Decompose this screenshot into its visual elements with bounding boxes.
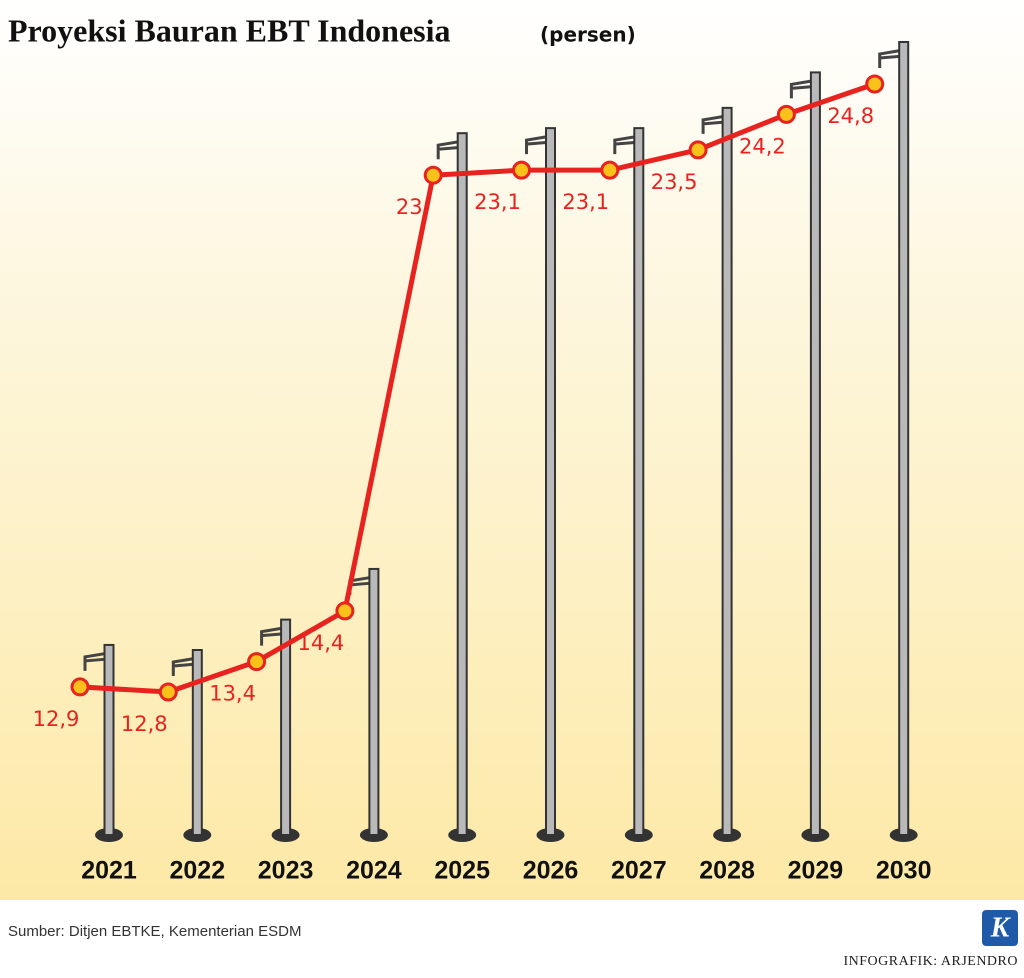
pole xyxy=(809,71,821,836)
value-label: 12,8 xyxy=(121,712,168,736)
point xyxy=(600,160,620,180)
pole xyxy=(103,643,115,837)
credit: INFOGRAFIK: ARJENDRO xyxy=(843,954,1018,969)
unit-label: (persen) xyxy=(540,23,636,47)
value-label: 13,4 xyxy=(209,682,256,706)
logo: K xyxy=(990,912,1012,943)
x-tick-label: 2023 xyxy=(258,857,314,885)
point xyxy=(247,652,267,672)
x-tick-label: 2021 xyxy=(81,857,137,885)
x-tick-label: 2028 xyxy=(699,857,755,885)
point xyxy=(335,601,355,621)
poles xyxy=(83,41,918,842)
x-tick-label: 2027 xyxy=(611,857,667,885)
pole xyxy=(191,649,203,836)
pole xyxy=(368,567,380,837)
x-tick-label: 2022 xyxy=(169,857,225,885)
pole xyxy=(545,127,556,836)
source: Sumber: Ditjen EBTKE, Kementerian ESDM xyxy=(8,923,301,940)
plot: 2021 2022 2023 2024 2025 2026 2027 2028 2029 2030… xyxy=(33,74,932,885)
logo-box xyxy=(982,910,1018,946)
point xyxy=(865,74,885,94)
x-tick-label: 2024 xyxy=(346,857,402,885)
pole xyxy=(721,106,733,837)
point xyxy=(776,104,796,124)
point xyxy=(688,140,708,160)
value-label: 14,4 xyxy=(298,631,345,655)
x-tick-label: 2026 xyxy=(523,857,579,885)
x-tick-label: 2025 xyxy=(434,857,490,885)
point xyxy=(423,165,443,185)
chart-title: Proyeksi Bauran EBT Indonesia xyxy=(8,12,451,48)
value-label: 23 xyxy=(396,195,423,219)
point xyxy=(158,682,178,702)
value-label: 24,8 xyxy=(827,104,874,128)
value-label: 23,5 xyxy=(651,170,698,194)
value-label: 24,2 xyxy=(739,134,786,158)
value-label: 12,9 xyxy=(33,707,80,731)
point xyxy=(70,677,90,697)
pole xyxy=(898,41,910,836)
x-tick-label: 2030 xyxy=(876,857,932,885)
pole xyxy=(456,132,468,836)
pole xyxy=(280,618,292,836)
value-label: 23,1 xyxy=(562,190,609,214)
point xyxy=(512,160,531,180)
value-label: 23,1 xyxy=(474,190,521,214)
line xyxy=(79,81,876,695)
pole xyxy=(633,127,645,836)
background xyxy=(0,0,1024,900)
x-tick-label: 2029 xyxy=(788,857,844,885)
